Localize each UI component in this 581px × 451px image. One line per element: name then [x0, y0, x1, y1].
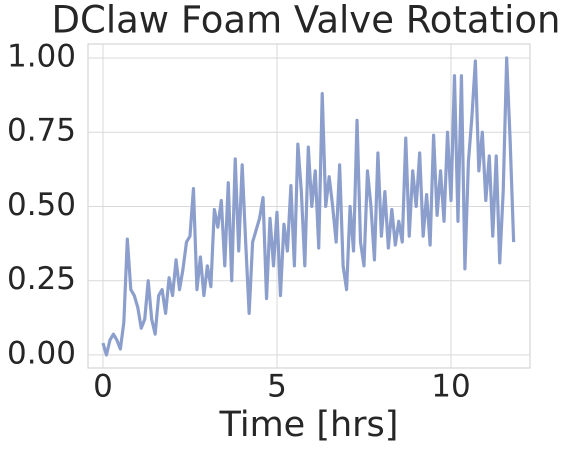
y-tick-label: 0.75: [7, 113, 76, 149]
chart-title: DClaw Foam Valve Rotation: [52, 0, 561, 42]
y-tick-label: 1.00: [7, 38, 76, 74]
y-tick-label: 0.00: [7, 335, 76, 371]
y-tick-label: 0.50: [7, 187, 76, 223]
x-tick-label: 5: [267, 369, 287, 405]
data-line: [101, 56, 516, 357]
x-tick-label: 10: [431, 369, 470, 405]
x-tick-label: 0: [93, 369, 113, 405]
x-axis-label: Time [hrs]: [219, 405, 399, 445]
y-tick-label: 0.25: [7, 261, 76, 297]
